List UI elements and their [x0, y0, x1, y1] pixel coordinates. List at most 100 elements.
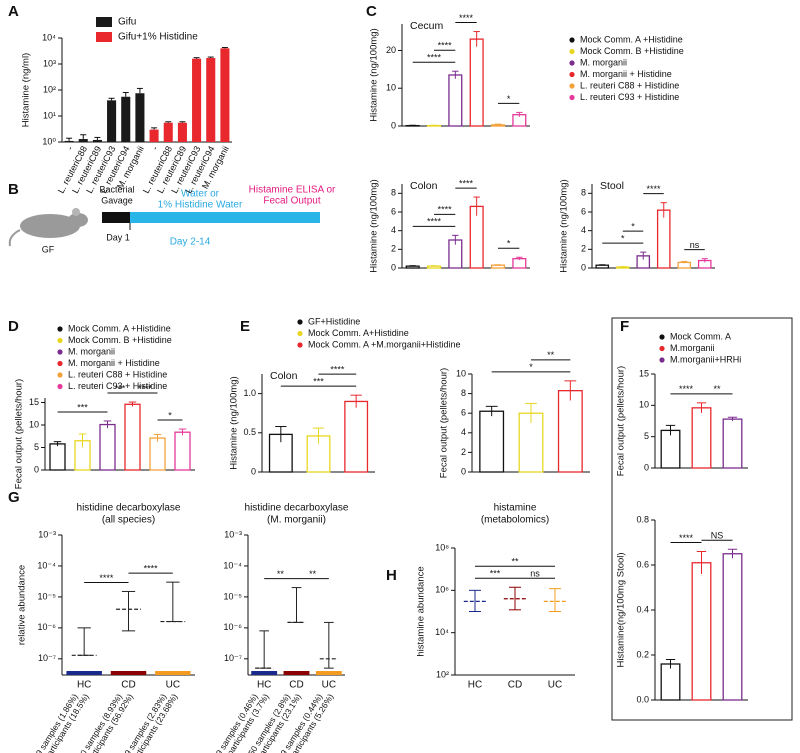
legend-label: Mock Comm. A+Histidine: [308, 328, 409, 338]
panel-f-frame: [611, 317, 793, 721]
x-tick-label: -: [150, 144, 160, 151]
bar: [64, 140, 74, 142]
legend-label: M. morganii + Histidine: [68, 358, 160, 368]
significance-label: ****: [138, 383, 153, 393]
significance-label: ****: [438, 41, 453, 51]
y-tick-label: 15: [639, 368, 649, 378]
x-tick-label: CD: [508, 680, 522, 691]
panel-title: histidine decarboxylase: [77, 503, 181, 514]
y-tick-label: 10⁻⁷: [224, 653, 242, 663]
bar: [49, 443, 66, 471]
bar: [722, 553, 743, 701]
bar: [124, 403, 141, 471]
significance-label: ***: [313, 377, 324, 387]
water-label: Water or: [181, 189, 220, 200]
legend-marker: [569, 83, 575, 89]
significance-label: *: [507, 94, 511, 104]
y-tick-label: 6: [581, 206, 586, 216]
legend-label: Mock Comm. A +Histidine: [580, 34, 683, 44]
y-tick-label: 10⁶: [435, 585, 449, 595]
y-tick-label: 0.0: [636, 694, 649, 704]
y-tick-label: 10⁻⁴: [223, 560, 242, 570]
x-tick-label: CD: [121, 680, 135, 691]
legend-marker: [569, 60, 575, 66]
legend-marker: [659, 357, 665, 363]
readout-label: Histamine ELISA or: [249, 185, 336, 196]
legend-label: M. morganii: [68, 346, 115, 356]
bar: [656, 209, 671, 269]
y-tick-label: 0: [391, 262, 396, 272]
significance-label: **: [511, 557, 519, 567]
panel-title: Colon: [270, 370, 298, 382]
significance-label: ****: [99, 573, 114, 583]
y-tick-label: 10: [456, 368, 466, 378]
legend-label: L. reuteri C93 + Histidine: [580, 92, 679, 102]
legend-label: Gifu: [118, 17, 136, 28]
significance-label: **: [547, 350, 555, 360]
bar: [691, 407, 712, 469]
legend-label: L. reuteri C93 + Histidine: [68, 381, 167, 391]
x-tick-label: UC: [322, 680, 336, 691]
panel-label: H: [386, 567, 397, 584]
panel-label: F: [620, 318, 629, 335]
legend-marker: [297, 319, 303, 325]
legend-label: Mock Comm. A: [670, 331, 731, 341]
y-axis-label: Histamine (ng/100mg): [559, 179, 570, 272]
y-tick-label: 10: [639, 400, 649, 410]
significance-label: NS: [711, 531, 724, 541]
y-tick-label: 2: [581, 244, 586, 254]
bar: [149, 437, 166, 471]
y-tick-label: 0: [251, 466, 256, 476]
significance-label: ****: [144, 564, 159, 574]
legend-marker: [57, 372, 63, 378]
y-axis-label: Histamine (ng/100mg): [229, 376, 240, 469]
mouse-ear: [72, 208, 80, 216]
legend-label: Gifu+1% Histidine: [118, 32, 198, 43]
bar: [557, 390, 583, 473]
legend-label: M. morganii + Histidine: [580, 69, 672, 79]
legend-marker: [96, 32, 112, 42]
significance-label: ****: [438, 205, 453, 215]
y-tick-label: 20: [386, 45, 396, 55]
bar: [135, 93, 145, 142]
legend-marker: [659, 334, 665, 340]
significance-label: ****: [679, 384, 694, 394]
panel-label: G: [8, 489, 20, 506]
y-tick-label: 10⁻³: [224, 529, 242, 539]
y-tick-label: 10⁸: [435, 542, 449, 552]
gavage-block: [102, 212, 130, 223]
zero-points: [110, 671, 147, 675]
legend-marker: [659, 345, 665, 352]
bar: [99, 423, 116, 471]
bar: [78, 139, 88, 142]
significance-label: **: [713, 384, 721, 394]
water-label: 1% Histidine Water: [158, 200, 243, 211]
significance-label: ****: [427, 217, 442, 227]
legend-label: Mock Comm. A +M.morganii+Histidine: [308, 339, 461, 349]
panel-title: (all species): [102, 515, 155, 526]
y-axis-label: Histamine (ng/ml): [21, 53, 32, 127]
legend-label: L. reuteri C88 + Histidine: [68, 369, 167, 379]
zero-points: [283, 671, 310, 675]
legend-marker: [569, 37, 575, 43]
y-tick-label: 10²: [43, 84, 56, 94]
panel-title: Cecum: [410, 20, 444, 32]
y-tick-label: 0: [391, 120, 396, 130]
y-tick-label: 10¹: [43, 110, 56, 120]
y-tick-label: 10⁴: [42, 32, 56, 42]
significance-label: *: [507, 239, 511, 249]
y-axis-label: Fecal output (pellets/hour): [616, 366, 627, 476]
readout-label: Fecal Output: [263, 196, 320, 207]
y-tick-label: 10⁻⁴: [37, 560, 56, 570]
legend-marker: [57, 383, 63, 390]
significance-label: ****: [459, 178, 474, 188]
x-tick-label: -: [65, 144, 75, 151]
panel-label: E: [240, 318, 250, 335]
x-tick-label: CD: [289, 680, 303, 691]
zero-points: [315, 671, 342, 675]
bar: [149, 129, 159, 142]
y-tick-label: 8: [461, 388, 466, 398]
y-tick-label: 10³: [43, 58, 56, 68]
significance-label: *: [168, 410, 172, 420]
y-tick-label: 10⁻⁵: [224, 591, 243, 601]
